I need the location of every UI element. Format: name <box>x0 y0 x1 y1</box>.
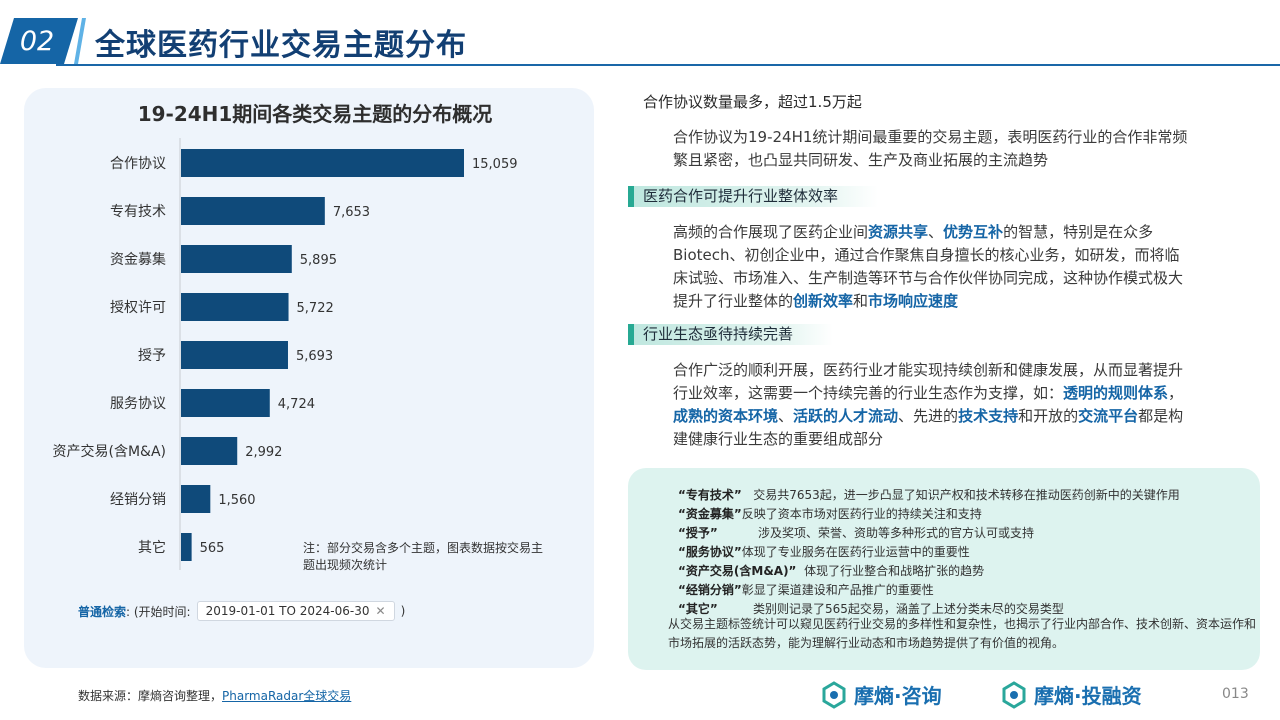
section-number-badge: 02 <box>0 18 78 64</box>
bar-chart: 合作协议 15,059 专有技术 7,653 资金募集 5,895 授权许可 5,722 授予 5… <box>53 138 518 570</box>
bar <box>181 389 270 417</box>
note-item: “资产交易(含M&A)” 体现了行业整合和战略扩张的趋势 <box>678 564 985 578</box>
category-label: 经销分销 <box>110 492 166 508</box>
close-icon[interactable]: ✕ <box>375 604 386 618</box>
category-label: 资金募集 <box>110 251 166 268</box>
bar <box>181 341 288 369</box>
bar <box>181 437 238 465</box>
value-label: 7,653 <box>333 205 370 220</box>
value-label: 565 <box>200 541 225 556</box>
bar <box>181 485 211 513</box>
category-label: 合作协议 <box>110 156 166 172</box>
search-mode-link[interactable]: 普通检索 <box>78 604 127 619</box>
source-link[interactable]: PharmaRadar全球交易 <box>222 689 352 703</box>
para-efficiency: 高频的合作展现了医药企业间资源共享、优势互补的智慧，特别是在众多Biotech、… <box>673 223 1184 310</box>
chart-panel <box>24 88 594 668</box>
value-label: 1,560 <box>218 493 255 508</box>
search-suffix: ) <box>400 604 406 618</box>
chart-title: 19-24H1期间各类交易主题的分布概况 <box>137 102 493 126</box>
value-label: 2,992 <box>245 445 282 460</box>
bar <box>181 293 289 321</box>
note-item: “服务协议”体现了专业服务在医药行业运营中的重要性 <box>678 545 970 559</box>
para-partnership: 合作协议为19-24H1统计期间最重要的交易主题，表明医药行业的合作非常频繁且紧… <box>673 128 1188 169</box>
logo-consulting: 摩熵·咨询 <box>820 680 942 709</box>
bar <box>181 533 192 561</box>
tag-efficiency: 医药合作可提升行业整体效率 <box>628 186 879 207</box>
notes-summary: 从交易主题标签统计可以窥见医药行业交易的多样性和复杂性，也揭示了行业内部合作、技… <box>668 617 1257 650</box>
category-label: 资产交易(含M&A) <box>53 443 167 460</box>
category-label: 专有技术 <box>110 204 166 220</box>
search-row: 普通检索 : (开始时间: 2019-01-01 TO 2024-06-30 ✕… <box>78 601 405 621</box>
bar <box>181 245 292 273</box>
bar <box>181 197 325 225</box>
data-source: 数据来源：摩熵咨询整理，PharmaRadar全球交易 <box>78 689 352 703</box>
note-item: “专有技术” 交易共7653起，进一步凸显了知识产权和技术转移在推动医药创新中的… <box>678 488 1180 502</box>
value-label: 5,693 <box>296 349 333 364</box>
note-item: “授予” 涉及奖项、荣誉、资助等多种形式的官方认可或支持 <box>678 526 1035 540</box>
tag-ecosystem: 行业生态亟待持续完善 <box>628 324 834 345</box>
category-label: 服务协议 <box>110 396 166 412</box>
chart-note: 注：部分交易含多个主题，图表数据按交易主题出现频次统计 <box>303 541 544 572</box>
page-number: 013 <box>1222 686 1249 702</box>
date-range-text: 2019-01-01 TO 2024-06-30 <box>205 604 370 618</box>
search-prefix: : (开始时间: <box>126 604 191 619</box>
para-ecosystem: 合作广泛的顺利开展，医药行业才能实现持续创新和健康发展，从而显著提升行业效率，这… <box>673 361 1184 448</box>
logo-investment: 摩熵·投融资 <box>1000 680 1142 709</box>
value-label: 5,722 <box>297 301 334 316</box>
note-item: “经销分销”彰显了渠道建设和产品推广的重要性 <box>678 583 934 597</box>
date-range-chip[interactable]: 2019-01-01 TO 2024-06-30 ✕ <box>196 601 395 621</box>
header-divider <box>56 64 1280 66</box>
note-item: “资金募集”反映了资本市场对医药行业的持续关注和支持 <box>678 507 982 521</box>
notes-box <box>628 468 1260 670</box>
heading-partnership: 合作协议数量最多，超过1.5万起 <box>643 93 862 111</box>
note-item: “其它” 类别则记录了565起交易，涵盖了上述分类未尽的交易类型 <box>678 602 1064 616</box>
category-label: 其它 <box>138 539 166 556</box>
section-number: 02 <box>19 25 55 57</box>
bar <box>181 149 464 177</box>
value-label: 4,724 <box>278 397 315 412</box>
category-label: 授予 <box>138 348 166 364</box>
category-label: 授权许可 <box>110 300 166 316</box>
value-label: 5,895 <box>300 253 337 268</box>
molecule-logo-icon <box>1002 680 1026 709</box>
molecule-logo-icon <box>822 680 846 709</box>
value-label: 15,059 <box>472 157 518 172</box>
page-title: 全球医药行业交易主题分布 <box>95 28 467 63</box>
